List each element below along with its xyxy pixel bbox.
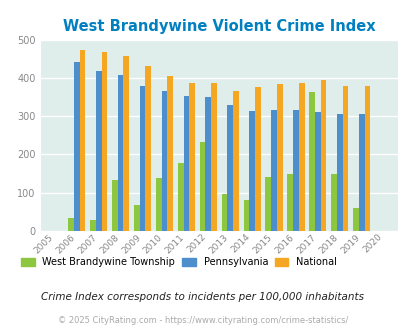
Bar xyxy=(167,76,173,231)
Bar xyxy=(101,52,107,231)
Bar xyxy=(139,86,145,231)
Text: © 2025 CityRating.com - https://www.cityrating.com/crime-statistics/: © 2025 CityRating.com - https://www.city… xyxy=(58,315,347,325)
Bar xyxy=(276,84,282,231)
Bar xyxy=(112,180,117,231)
Bar xyxy=(330,174,336,231)
Bar xyxy=(309,92,314,231)
Bar xyxy=(117,75,123,231)
Bar xyxy=(90,219,96,231)
Bar xyxy=(358,114,364,231)
Bar xyxy=(199,142,205,231)
Bar xyxy=(221,194,227,231)
Text: Crime Index corresponds to incidents per 100,000 inhabitants: Crime Index corresponds to incidents per… xyxy=(41,292,364,302)
Bar xyxy=(161,91,167,231)
Bar xyxy=(177,163,183,231)
Bar xyxy=(211,83,216,231)
Title: West Brandywine Violent Crime Index: West Brandywine Violent Crime Index xyxy=(63,19,375,34)
Bar xyxy=(352,208,358,231)
Bar xyxy=(189,83,194,231)
Bar xyxy=(336,114,342,231)
Bar xyxy=(145,66,151,231)
Bar xyxy=(292,111,298,231)
Bar xyxy=(271,111,276,231)
Bar xyxy=(287,174,292,231)
Legend: West Brandywine Township, Pennsylvania, National: West Brandywine Township, Pennsylvania, … xyxy=(21,257,336,267)
Bar xyxy=(364,86,369,231)
Bar xyxy=(249,111,254,231)
Bar xyxy=(314,112,320,231)
Bar xyxy=(298,83,304,231)
Bar xyxy=(74,62,79,231)
Bar xyxy=(320,80,326,231)
Bar xyxy=(123,56,129,231)
Bar xyxy=(232,91,238,231)
Bar xyxy=(243,200,249,231)
Bar xyxy=(265,178,271,231)
Bar xyxy=(79,50,85,231)
Bar xyxy=(183,96,189,231)
Bar xyxy=(254,87,260,231)
Bar xyxy=(156,178,161,231)
Bar xyxy=(134,205,139,231)
Bar xyxy=(96,71,101,231)
Bar xyxy=(205,97,211,231)
Bar xyxy=(342,85,347,231)
Bar xyxy=(227,106,232,231)
Bar xyxy=(68,218,74,231)
